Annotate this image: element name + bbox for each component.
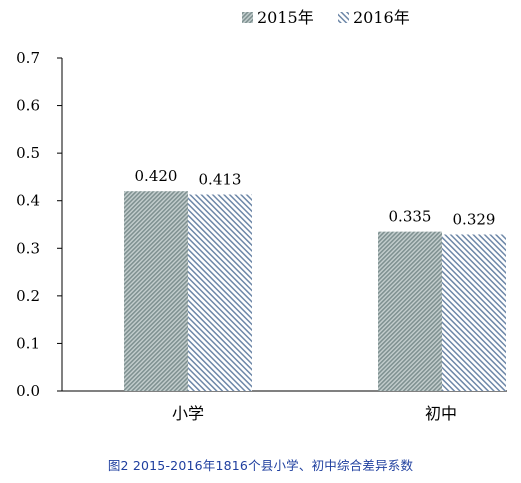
bar-2015-0 — [124, 191, 188, 391]
y-tick-label: 0.7 — [16, 49, 40, 67]
y-tick-label: 0.4 — [16, 192, 40, 210]
data-labels: 0.420 0.413 0.335 0.329 — [135, 167, 496, 228]
y-tick-label: 0.1 — [16, 334, 40, 352]
data-label: 0.413 — [199, 171, 242, 189]
legend: 2015年 2016年 — [242, 8, 410, 27]
data-label: 0.329 — [453, 210, 496, 228]
y-tick-label: 0.0 — [16, 382, 40, 400]
y-tick-label: 0.6 — [16, 97, 40, 115]
data-label: 0.420 — [135, 167, 178, 185]
figure-caption: 图2 2015-2016年1816个县小学、初中综合差异系数 — [107, 458, 414, 473]
legend-swatch-2016 — [338, 12, 349, 23]
category-label-middle: 初中 — [425, 404, 457, 423]
bar-chart: 2015年 2016年 0.0 0.1 0.2 0.3 0.4 0.5 0.6 0.7 0.4… — [16, 8, 507, 423]
bar-2016-1 — [442, 234, 506, 391]
y-tick-label: 0.2 — [16, 287, 40, 305]
y-tick-label: 0.3 — [16, 239, 40, 257]
y-tick-label: 0.5 — [16, 144, 40, 162]
y-axis-ticks: 0.0 0.1 0.2 0.3 0.4 0.5 0.6 0.7 — [16, 49, 62, 400]
bar-2015-1 — [378, 231, 442, 391]
legend-label-2015: 2015年 — [257, 8, 314, 27]
bar-2016-0 — [188, 194, 252, 391]
bars — [124, 191, 506, 391]
legend-label-2016: 2016年 — [353, 8, 410, 27]
category-label-primary: 小学 — [172, 404, 204, 423]
data-label: 0.335 — [389, 208, 432, 226]
legend-swatch-2015 — [242, 12, 253, 23]
